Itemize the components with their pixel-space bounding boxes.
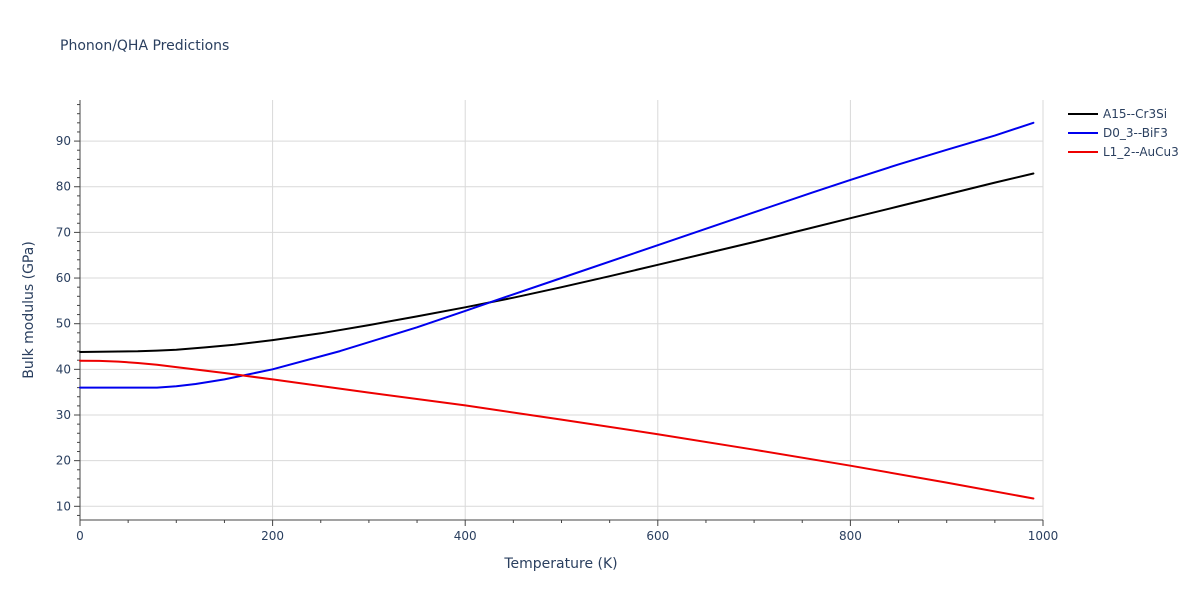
y-tick-label: 30: [56, 408, 71, 422]
x-tick-label: 1000: [1028, 529, 1059, 543]
y-tick-label: 60: [56, 271, 71, 285]
legend-label: A15--Cr3Si: [1103, 107, 1167, 121]
grid: [80, 100, 1044, 520]
x-tick-label: 800: [839, 529, 862, 543]
x-tick-label: 0: [76, 529, 84, 543]
y-tick-label: 70: [56, 225, 71, 239]
legend-item[interactable]: L1_2--AuCu3: [1068, 145, 1179, 159]
y-tick-label: 10: [56, 499, 71, 513]
series-line-3[interactable]: [79, 359, 1035, 500]
y-tick-label: 50: [56, 317, 71, 331]
x-axis-title: Temperature (K): [503, 556, 617, 572]
y-tick-label: 90: [56, 134, 71, 148]
y-tick-label: 20: [56, 454, 71, 468]
legend-label: L1_2--AuCu3: [1103, 145, 1179, 159]
x-tick-label: 200: [261, 529, 284, 543]
y-axis-title: Bulk modulus (GPa): [21, 241, 37, 379]
legend[interactable]: A15--Cr3Si D0_3--BiF3 L1_2--AuCu3: [1068, 107, 1179, 159]
x-tick-label: 400: [454, 529, 477, 543]
chart-title: Phonon/QHA Predictions: [60, 38, 229, 54]
y-tick-label: 40: [56, 362, 71, 376]
legend-label: D0_3--BiF3: [1103, 126, 1168, 140]
series-line-2[interactable]: [79, 121, 1035, 389]
series-group: [79, 121, 1035, 500]
y-tick-label: 80: [56, 180, 71, 194]
legend-item[interactable]: A15--Cr3Si: [1068, 107, 1167, 121]
x-tick-label: 600: [646, 529, 669, 543]
axes: 0 200 400 600 800 1000 10 20 30 40 50 60 70 80 90: [56, 100, 1059, 543]
series-line-1[interactable]: [79, 172, 1035, 353]
legend-item[interactable]: D0_3--BiF3: [1068, 126, 1168, 140]
